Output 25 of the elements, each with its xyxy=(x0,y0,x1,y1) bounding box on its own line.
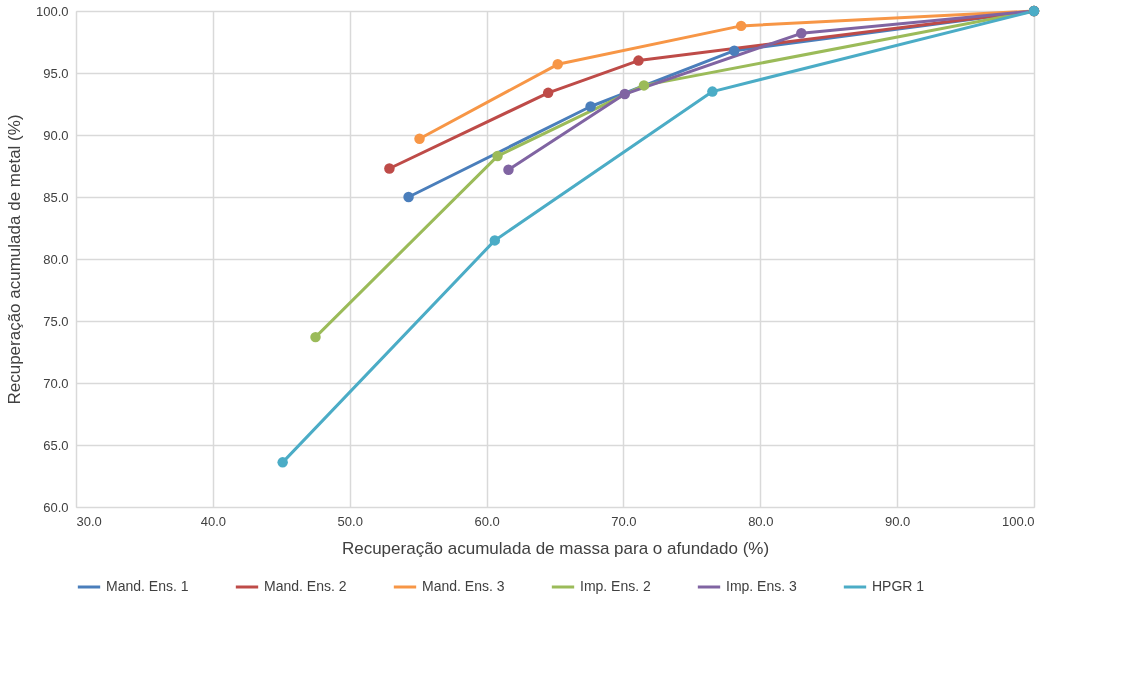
y-axis-title: Recuperação acumulada de metal (%) xyxy=(4,114,24,405)
x-tick-label: 70.0 xyxy=(611,513,637,529)
legend-label: Mand. Ens. 1 xyxy=(106,578,189,594)
y-tick-label: 60.0 xyxy=(43,499,69,515)
x-axis-title: Recuperação acumulada de massa para o afundado (%) xyxy=(341,538,770,558)
x-tick-label: 80.0 xyxy=(748,513,774,529)
y-tick-label: 95.0 xyxy=(43,65,69,81)
legend-label: HPGR 1 xyxy=(872,578,925,594)
y-tick-label: 75.0 xyxy=(43,313,69,329)
y-tick-label: 100.0 xyxy=(35,3,69,19)
y-tick-label: 90.0 xyxy=(43,127,69,143)
x-tick-label: 40.0 xyxy=(200,513,227,529)
x-tick-label: 50.0 xyxy=(337,513,363,529)
y-tick-label: 80.0 xyxy=(43,251,69,267)
x-tick-label: 90.0 xyxy=(884,513,911,529)
legend-label: Imp. Ens. 2 xyxy=(580,578,652,594)
x-tick-label: 60.0 xyxy=(474,513,500,529)
x-tick-label: 30.0 xyxy=(76,513,102,529)
y-tick-label: 85.0 xyxy=(43,189,69,205)
legend-label: Mand. Ens. 3 xyxy=(422,578,505,594)
y-tick-label: 65.0 xyxy=(43,437,69,453)
x-tick-label: 100.0 xyxy=(1001,513,1035,529)
y-tick-label: 70.0 xyxy=(43,375,69,391)
legend-label: Imp. Ens. 3 xyxy=(726,578,798,594)
legend-label: Mand. Ens. 2 xyxy=(264,578,347,594)
